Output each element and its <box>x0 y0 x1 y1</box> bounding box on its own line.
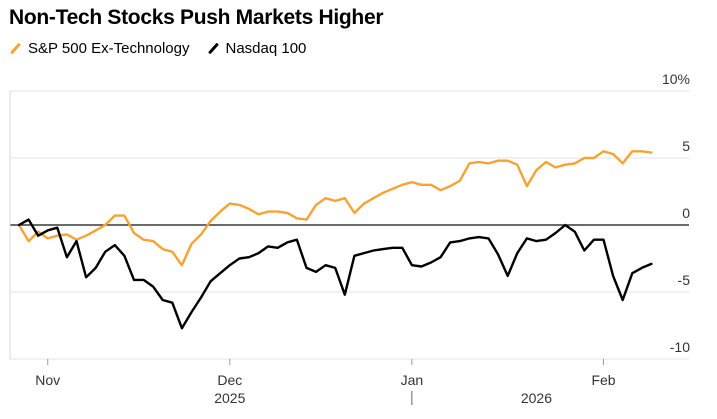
series-line-nasdaq-100 <box>17 218 653 330</box>
series-layer <box>17 150 653 330</box>
y-tick-label: -10 <box>670 339 690 355</box>
x-tick-label: Feb <box>591 372 615 388</box>
year-label: 2025 <box>214 390 245 406</box>
legend-label-sp500-ex-tech: S&P 500 Ex-Technology <box>28 40 190 57</box>
x-tick-label: Dec <box>217 372 242 388</box>
x-tick-label: Jan <box>401 372 424 388</box>
year-label: 2026 <box>521 390 552 406</box>
legend: S&P 500 Ex-Technology Nasdaq 100 <box>10 40 324 57</box>
y-tick-label: -5 <box>678 272 691 288</box>
y-tick-label: 5 <box>682 138 690 154</box>
series-line-sp500-ex-tech <box>17 150 653 267</box>
y-tick-label: 10% <box>662 71 690 87</box>
grid-layer <box>9 90 689 360</box>
legend-item-sp500-ex-tech: S&P 500 Ex-Technology <box>10 40 190 57</box>
legend-label-nasdaq-100: Nasdaq 100 <box>225 40 307 57</box>
axis-layer: 10% 5 0 -5 -10 Nov Dec Jan Feb 2025 2026 <box>35 71 690 406</box>
y-tick-label: 0 <box>682 205 690 221</box>
x-tick-label: Nov <box>35 372 60 388</box>
chart-title: Non-Tech Stocks Push Markets Higher <box>9 6 384 29</box>
legend-item-nasdaq-100: Nasdaq 100 <box>207 40 307 57</box>
